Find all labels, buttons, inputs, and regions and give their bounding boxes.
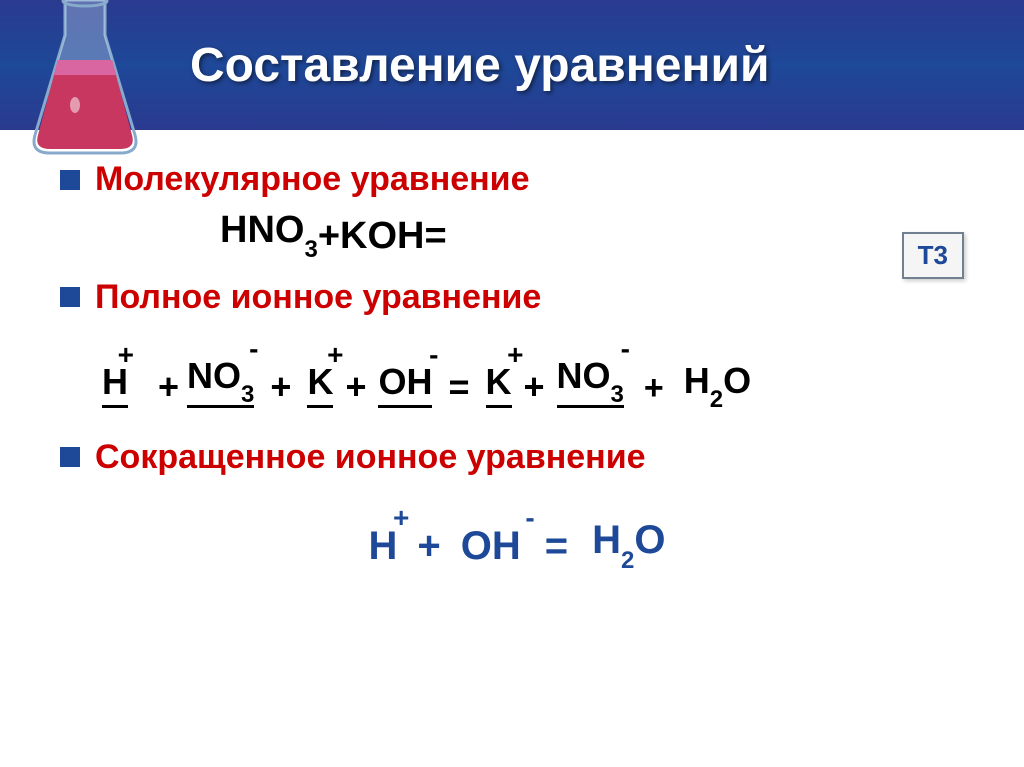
short-h2o: H2O	[592, 518, 665, 569]
short-ionic-label: Сокращенное ионное уравнение	[95, 438, 646, 477]
full-ionic-label: Полное ионное уравнение	[95, 278, 541, 317]
ion-h: H +	[102, 361, 128, 408]
ion-k: K +	[307, 361, 333, 408]
ion-k2: K +	[486, 361, 512, 408]
mol-eq: =	[424, 215, 446, 258]
content-area: Молекулярное уравнение HNO3 + KOH = Полн…	[0, 130, 1024, 589]
molecular-label-row: Молекулярное уравнение	[60, 160, 974, 199]
bullet-icon	[60, 447, 80, 467]
ion-no3: NO3 -	[187, 355, 254, 408]
ion-plus: +	[644, 369, 664, 408]
bullet-icon	[60, 170, 80, 190]
molecular-label: Молекулярное уравнение	[95, 160, 529, 199]
mol-hno: HNO3	[220, 209, 318, 258]
header-bar: Составление уравнений	[0, 0, 1024, 130]
short-oh: OH -	[461, 524, 521, 569]
ion-h2o: H2O	[684, 360, 751, 408]
slide-title: Составление уравнений	[190, 38, 770, 93]
ion-oh: OH -	[378, 361, 432, 408]
ion-plus: +	[524, 366, 545, 408]
short-ionic-equation: H + + OH - = H2O	[60, 492, 974, 569]
molecular-equation: HNO3 + KOH =	[220, 209, 974, 258]
full-ionic-equation: H + + NO3 - + K + + OH - = K + + NO3 - +	[100, 327, 974, 408]
ion-no3-2: NO3 -	[557, 355, 624, 408]
full-ionic-label-row: Полное ионное уравнение	[60, 278, 974, 317]
short-ionic-label-row: Сокращенное ионное уравнение	[60, 438, 974, 477]
ion-eq: =	[448, 366, 469, 408]
short-eq: =	[545, 524, 568, 569]
flask-illustration	[10, 0, 160, 160]
mol-plus: +	[318, 215, 340, 258]
short-h: H +	[369, 524, 398, 569]
ion-plus: +	[345, 366, 366, 408]
ion-plus: +	[270, 366, 291, 408]
short-plus: +	[417, 524, 440, 569]
mol-koh: KOH	[340, 215, 424, 258]
bullet-icon	[60, 287, 80, 307]
ion-plus: +	[158, 366, 179, 408]
